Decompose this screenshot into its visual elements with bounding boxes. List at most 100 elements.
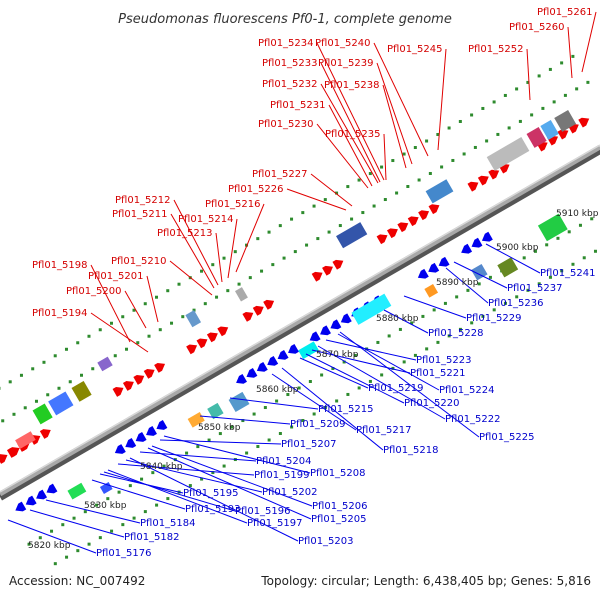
track-dot bbox=[556, 236, 560, 240]
reverse-gene-label: Pfl01_5204 bbox=[256, 456, 312, 467]
track-dot bbox=[368, 379, 372, 383]
scale-tick-label: 5890 kbp bbox=[436, 278, 479, 288]
reverse-gene-block bbox=[497, 257, 519, 278]
track-dot bbox=[230, 425, 234, 429]
track-dot bbox=[522, 256, 526, 260]
track-dot bbox=[192, 308, 196, 312]
reverse-gene-label: Pfl01_5202 bbox=[262, 487, 318, 498]
reverse-gene-label: Pfl01_5241 bbox=[540, 268, 596, 279]
track-dot bbox=[578, 223, 582, 227]
reverse-gene-arrow bbox=[36, 489, 48, 500]
track-dot bbox=[106, 497, 110, 501]
reverse-leader-line bbox=[147, 447, 312, 520]
reverse-leader-line bbox=[125, 459, 263, 493]
track-dot bbox=[125, 347, 129, 351]
track-dot bbox=[402, 152, 406, 156]
forward-gene-arrow bbox=[376, 234, 388, 245]
reverse-leader-line bbox=[117, 463, 255, 476]
track-dot bbox=[357, 386, 361, 390]
reverse-gene-arrow bbox=[114, 444, 126, 454]
reverse-leader-line bbox=[45, 499, 141, 524]
forward-gene-label: Pfl01_5238 bbox=[324, 80, 380, 91]
track-dot bbox=[65, 555, 69, 559]
track-dot bbox=[537, 74, 541, 78]
forward-gene-label: Pfl01_5240 bbox=[315, 38, 371, 49]
track-dot bbox=[293, 250, 297, 254]
track-dot bbox=[308, 380, 312, 384]
track-dot bbox=[98, 328, 102, 332]
track-dot bbox=[222, 256, 226, 260]
forward-gene-block bbox=[336, 222, 368, 249]
reverse-gene-block bbox=[228, 391, 250, 413]
track-dot bbox=[338, 224, 342, 228]
forward-gene-arrow bbox=[8, 447, 20, 457]
track-dot bbox=[275, 399, 279, 403]
reverse-leader-line bbox=[383, 309, 429, 334]
forward-gene-label: Pfl01_5214 bbox=[178, 214, 234, 225]
track-dot bbox=[53, 562, 57, 566]
forward-gene-block bbox=[554, 110, 577, 132]
reverse-leader-line bbox=[453, 261, 508, 289]
reverse-gene-arrow bbox=[25, 495, 37, 506]
forward-leader-line bbox=[316, 42, 385, 181]
track-dot bbox=[402, 360, 406, 364]
reverse-gene-label: Pfl01_5225 bbox=[479, 432, 535, 443]
track-dot bbox=[290, 425, 294, 429]
gene-labels: Pfl01_5194 Pfl01_5198 Pfl01_5200 Pfl01_5201… bbox=[32, 7, 596, 559]
track-dot bbox=[31, 367, 35, 371]
forward-gene-label: Pfl01_5212 bbox=[115, 195, 171, 206]
track-dot bbox=[470, 321, 474, 325]
forward-leader-line bbox=[227, 218, 238, 279]
track-dot bbox=[76, 341, 80, 345]
track-dot bbox=[443, 301, 447, 305]
track-dot bbox=[76, 549, 80, 553]
track-dot bbox=[203, 302, 207, 306]
forward-gene-arrow bbox=[428, 204, 440, 215]
reverse-gene-arrow bbox=[309, 331, 321, 342]
track-dot bbox=[136, 341, 140, 345]
scale-ticks: 5820 kbp 5830 kbp 5840 kbp 5850 kbp 5860 kbp… bbox=[28, 209, 599, 551]
reverse-gene-block bbox=[99, 482, 113, 494]
reverse-gene-label: Pfl01_5199 bbox=[254, 470, 310, 481]
reverse-gene-arrow bbox=[481, 231, 493, 242]
track-dot bbox=[473, 145, 477, 149]
reverse-gene-arrow bbox=[428, 262, 440, 273]
track-dot bbox=[185, 451, 189, 455]
genome-backbone bbox=[0, 144, 600, 501]
forward-gene-arrow bbox=[186, 344, 198, 355]
reverse-leader-line bbox=[339, 331, 480, 438]
scale-tick-label: 5820 kbp bbox=[28, 541, 71, 551]
track-dot bbox=[121, 523, 125, 527]
reverse-gene-label: Pfl01_5208 bbox=[310, 468, 366, 479]
track-dot bbox=[215, 295, 219, 299]
forward-leader-line bbox=[376, 62, 413, 165]
forward-gene-label: Pfl01_5211 bbox=[112, 209, 168, 220]
track-dot bbox=[492, 308, 496, 312]
track-dot bbox=[237, 282, 241, 286]
track-dot bbox=[278, 224, 282, 228]
track-dot bbox=[110, 529, 114, 533]
forward-gene-label: Pfl01_5210 bbox=[111, 256, 167, 267]
track-dot bbox=[113, 354, 117, 358]
track-dot bbox=[436, 340, 440, 344]
track-dot bbox=[38, 536, 42, 540]
track-dot bbox=[158, 328, 162, 332]
track-dot bbox=[245, 451, 249, 455]
reverse-gene-label: Pfl01_5218 bbox=[383, 445, 439, 456]
backbone-highlight bbox=[0, 144, 600, 493]
reverse-leader-line bbox=[299, 357, 369, 389]
track-dot bbox=[200, 477, 204, 481]
track-dot bbox=[425, 347, 429, 351]
track-dot bbox=[350, 217, 354, 221]
track-dot bbox=[323, 405, 327, 409]
track-dot bbox=[458, 119, 462, 123]
track-dot bbox=[305, 243, 309, 247]
track-dot bbox=[301, 418, 305, 422]
accession-label: Accession: NC_007492 bbox=[9, 574, 146, 588]
scale-tick-label: 5840 kbp bbox=[140, 462, 183, 472]
track-dot bbox=[260, 269, 264, 273]
forward-gene-arrow bbox=[557, 129, 569, 140]
track-dot bbox=[147, 334, 151, 338]
reverse-gene-label: Pfl01_5217 bbox=[356, 425, 412, 436]
track-dot bbox=[410, 321, 414, 325]
